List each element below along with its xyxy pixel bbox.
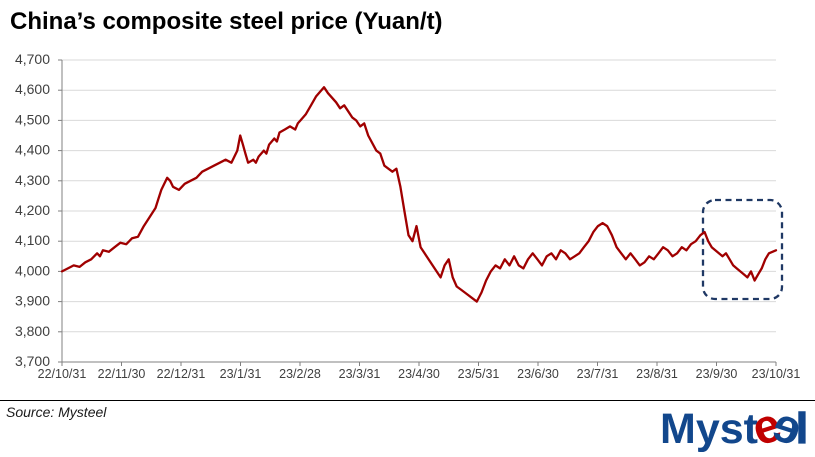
svg-text:Myst: Myst <box>660 405 758 453</box>
svg-text:l: l <box>796 405 808 453</box>
